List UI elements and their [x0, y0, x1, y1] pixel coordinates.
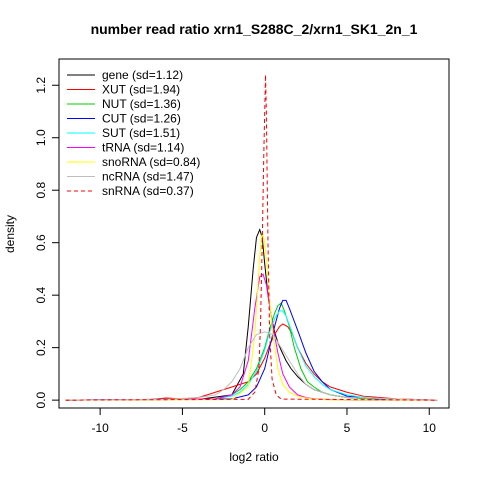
y-tick-label: 0.6	[34, 234, 48, 251]
y-axis-label: density	[3, 215, 17, 253]
series-line-3	[65, 299, 438, 401]
series-layer	[65, 74, 438, 401]
series-line-2	[65, 302, 438, 401]
y-tick-label: 0.8	[34, 182, 48, 199]
x-tick-label: 5	[344, 421, 351, 435]
series-line-7	[65, 331, 438, 401]
y-tick-label: 1.2	[34, 77, 48, 94]
series-line-0	[65, 228, 438, 401]
legend-label: snRNA (sd=0.37)	[102, 184, 194, 198]
legend-label: ncRNA (sd=1.47)	[102, 170, 194, 184]
x-axis-label: log2 ratio	[229, 450, 279, 464]
legend-label: gene (sd=1.12)	[102, 68, 183, 82]
x-axis: -10 -5 0 5 10	[91, 408, 436, 435]
chart-title: number read ratio xrn1_S288C_2/xrn1_SK1_…	[91, 21, 418, 37]
series-line-6	[65, 232, 438, 401]
y-tick-label: 0.4	[34, 287, 48, 304]
legend-label: SUT (sd=1.51)	[102, 126, 180, 140]
legend: gene (sd=1.12)XUT (sd=1.94)NUT (sd=1.36)…	[67, 68, 200, 198]
y-axis: 0.0 0.2 0.4 0.6 0.8 1.0 1.2	[34, 77, 59, 408]
x-tick-label: -5	[177, 421, 188, 435]
legend-label: snoRNA (sd=0.84)	[102, 155, 200, 169]
series-line-4	[65, 310, 438, 401]
x-tick-label: -10	[91, 421, 109, 435]
x-tick-label: 10	[423, 421, 437, 435]
y-tick-label: 1.0	[34, 129, 48, 146]
legend-label: CUT (sd=1.26)	[102, 112, 181, 126]
y-tick-label: 0.0	[34, 391, 48, 408]
legend-label: tRNA (sd=1.14)	[102, 141, 184, 155]
legend-label: NUT (sd=1.36)	[102, 97, 181, 111]
plot-frame	[58, 58, 450, 409]
legend-label: XUT (sd=1.94)	[102, 83, 180, 97]
x-tick-label: 0	[261, 421, 268, 435]
y-tick-label: 0.2	[34, 339, 48, 356]
